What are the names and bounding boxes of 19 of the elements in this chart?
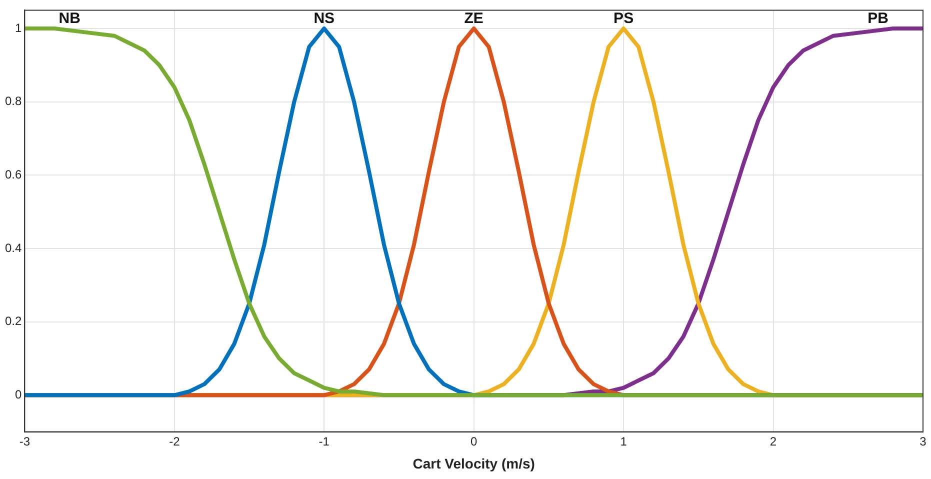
x-tick-label: -1 (318, 434, 330, 448)
series-label: NB (58, 10, 81, 28)
x-tick-label: 2 (770, 434, 777, 448)
x-tick-label: 3 (920, 434, 927, 448)
series-label: NS (314, 10, 335, 28)
series-label: PB (868, 10, 889, 28)
x-axis-title: Cart Velocity (m/s) (412, 455, 535, 472)
x-tick-label: 0 (470, 434, 478, 448)
y-tick-label: 0 (14, 387, 22, 402)
y-tick-label: 0.4 (4, 240, 22, 255)
series-label: PS (614, 10, 634, 28)
series-label: ZE (464, 10, 484, 28)
x-tick-label: -3 (19, 434, 30, 448)
y-tick-label: 0.8 (4, 94, 22, 108)
y-tick-label: 1 (14, 20, 22, 35)
y-tick-label: 0.6 (4, 167, 22, 182)
x-tick-label: -2 (169, 434, 180, 448)
x-tick-label: 1 (620, 434, 628, 448)
y-tick-label: 0.2 (4, 314, 22, 328)
